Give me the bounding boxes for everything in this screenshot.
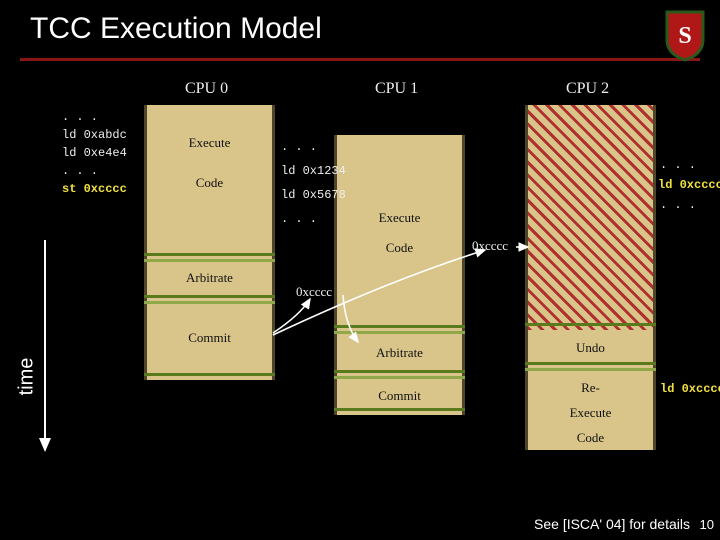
cpu2-ld2: ld 0xcccc [660, 382, 720, 396]
time-axis-label: time [15, 358, 38, 396]
cpu2-code-label: Code [528, 430, 653, 446]
band [525, 323, 656, 326]
cpu0-ld2: ld 0xe4e4 [62, 146, 127, 160]
band [144, 373, 275, 376]
cpu1-code-label: Code [337, 240, 462, 256]
cpu2-dots2: . . . [660, 198, 696, 212]
footer-citation: See [ISCA' 04] for details [534, 516, 690, 532]
band [334, 376, 465, 379]
cpu2-dots1: . . . [660, 158, 696, 172]
band [144, 295, 275, 298]
cpu0-dots2: . . . [62, 164, 98, 178]
band [144, 259, 275, 262]
cpu2-bar-lower: Undo Re- Execute Code [525, 330, 656, 450]
cpu1-dots2: . . . [281, 212, 317, 226]
band [525, 368, 656, 371]
cpu2-undo-label: Undo [528, 340, 653, 356]
cpu2-conflict-label: 0xcccc [472, 238, 508, 254]
cpu1-ld1: ld 0x1234 [281, 164, 346, 178]
cpu0-dots1: . . . [62, 110, 98, 124]
cpu0-bar: Execute Code Arbitrate Commit [144, 105, 275, 380]
stanford-logo: S [665, 10, 705, 62]
band [144, 253, 275, 256]
cpu1-arbitrate-label: Arbitrate [337, 345, 462, 361]
band [144, 301, 275, 304]
slide-number: 10 [700, 517, 714, 532]
cpu0-st: st 0xcccc [62, 182, 127, 196]
band [334, 325, 465, 328]
diagram-area: CPU 0 CPU 1 CPU 2 Execute Code Arbitrate… [0, 80, 720, 510]
cpu0-execute-label: Execute [147, 135, 272, 151]
cpu2-header: CPU 2 [525, 80, 650, 98]
title-underline [20, 58, 700, 61]
cpu2-ld1: ld 0xcccc [658, 178, 720, 192]
svg-text:S: S [678, 23, 691, 49]
cpu1-execute-label: Execute [337, 210, 462, 226]
cpu1-bar: Execute Code Arbitrate Commit [334, 135, 465, 415]
cpu0-commit-label: Commit [147, 330, 272, 346]
cpu0-ld1: ld 0xabdc [62, 128, 127, 142]
cpu1-header: CPU 1 [334, 80, 459, 98]
cpu0-header: CPU 0 [144, 80, 269, 98]
cpu1-dots1: . . . [281, 140, 317, 154]
cpu2-execute-label: Execute [528, 405, 653, 421]
band [525, 362, 656, 365]
band [334, 370, 465, 373]
cpu2-bar-hatched [525, 105, 656, 330]
cpu1-conflict-label: 0xcccc [296, 284, 332, 300]
page-title: TCC Execution Model [30, 12, 322, 46]
cpu2-re-label: Re- [528, 380, 653, 396]
cpu0-arbitrate-label: Arbitrate [147, 270, 272, 286]
band [334, 331, 465, 334]
cpu1-commit-label: Commit [337, 388, 462, 404]
band [334, 408, 465, 411]
cpu1-ld2: ld 0x5678 [281, 188, 346, 202]
cpu0-code-label: Code [147, 175, 272, 191]
